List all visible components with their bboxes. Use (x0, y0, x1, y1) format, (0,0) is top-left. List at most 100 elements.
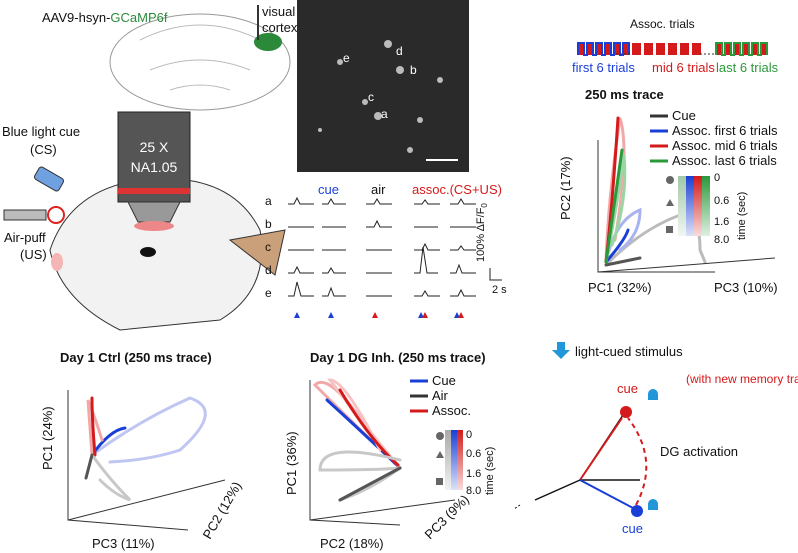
window (134, 221, 174, 231)
legend-lines (410, 379, 428, 413)
rows: a b c d e (265, 194, 272, 300)
colorbar (436, 430, 463, 490)
mouse-ear (228, 229, 286, 276)
air-puff (47, 206, 65, 224)
scale-x: 2 s (492, 284, 507, 296)
trace-header: air (371, 182, 386, 197)
axes (597, 140, 776, 273)
setup-panel: 25 X NA1.05 AAV9-hsyn-GCaMP6f visual cor… (2, 4, 298, 331)
virus-label: AAV9-hsyn-GCaMP6f (42, 10, 168, 25)
air-tube (3, 209, 47, 221)
down-arrow (552, 342, 570, 359)
cue-new-vector (579, 417, 623, 481)
row-label: e (265, 286, 272, 300)
trace-scale (489, 268, 502, 281)
point (620, 406, 632, 418)
panel-title: 250 ms trace (585, 87, 664, 102)
cell-label: a (381, 107, 388, 121)
legend-lines (650, 114, 668, 163)
mouse-eye (140, 247, 156, 257)
trials-title: Assoc. trials (630, 17, 695, 31)
model-title: light-cued stimulus (575, 344, 683, 359)
objective (117, 111, 191, 203)
trace-header: assoc.(CS+US) (412, 182, 502, 197)
axis-label: PC2 (17%) (558, 156, 573, 220)
ctrl-panel: Day 1 Ctrl (250 ms trace) PC1 (24%) PC3 … (40, 350, 244, 551)
panel-title: Day 1 Ctrl (250 ms trace) (60, 350, 212, 365)
panel-title: Day 1 DG Inh. (250 ms trace) (310, 350, 486, 365)
axis-label: PC1 (36%) (284, 431, 299, 495)
cell-label: d (396, 44, 403, 58)
trial-bars (577, 42, 768, 56)
time-tick: 8.0 (714, 234, 729, 246)
legend-entry: Assoc. (432, 403, 471, 418)
legend-entry: Cue (432, 373, 456, 388)
model-panel: light-cued stimulus cue (with new memory… (513, 342, 798, 536)
axis-label: PC3 (9%) (422, 492, 472, 542)
stim-markers (294, 312, 464, 318)
objective-mag: 25 X (140, 139, 169, 155)
brain-outline (109, 13, 291, 111)
legend-entry: Cue (672, 108, 696, 123)
axes (309, 380, 456, 526)
trajectories (84, 396, 207, 502)
cell-label: b (410, 63, 417, 77)
axis-label: PC3 (11%) (92, 536, 155, 551)
cue-label: cue (617, 381, 638, 396)
time-tick: 8.0 (466, 485, 481, 497)
dg-arrow (627, 417, 648, 506)
axis-label: PC1 (24%) (40, 406, 55, 470)
row-label: b (265, 217, 272, 231)
objective-tip (127, 201, 181, 223)
scale-y: 100% ΔF/F0 (475, 203, 489, 262)
objective-ring (118, 188, 190, 194)
group-label: first 6 trials (572, 60, 635, 75)
us-label: (US) (20, 247, 47, 262)
axis-dots (513, 504, 521, 510)
scale-y-text: 100% ΔF/F (475, 207, 487, 262)
axes (67, 390, 226, 531)
legend-entry: Assoc. mid 6 trials (672, 138, 778, 153)
scale-y-sub: 0 (480, 203, 489, 208)
us-label: Air-puff (4, 230, 46, 245)
row-label: a (265, 194, 272, 208)
note: (with new memory traces) (686, 372, 798, 386)
axis-label: PC3 (10%) (714, 280, 778, 295)
arrow-label: DG activation (660, 444, 738, 459)
trace-header: cue (318, 182, 339, 197)
group-label: mid 6 trials (652, 60, 715, 75)
time-tick: 0 (466, 429, 472, 441)
region-label: visual (262, 4, 295, 19)
virus-name: GCaMP6f (110, 10, 167, 25)
imaging-panel: e d b c a cue air assoc.(CS+US) a b c d … (265, 0, 507, 318)
group-label: last 6 trials (716, 60, 779, 75)
cue-vector (579, 479, 634, 509)
legend-entry: Assoc. first 6 trials (672, 123, 778, 138)
time-label: time (sec) (484, 447, 496, 495)
axes (534, 411, 640, 501)
row-label: c (265, 240, 271, 254)
row-label: d (265, 263, 272, 277)
legend-entry: Assoc. last 6 trials (672, 153, 777, 168)
time-tick: 1.6 (466, 468, 481, 480)
region-label: cortex (262, 20, 298, 35)
objective-na: NA1.05 (131, 159, 178, 175)
time-tick: 0.6 (714, 195, 729, 207)
brain-detail (139, 24, 261, 91)
fov-image (297, 0, 469, 172)
cells (318, 40, 443, 153)
cell-label: c (368, 90, 374, 104)
time-tick: 1.6 (714, 216, 729, 228)
trajectories (312, 378, 402, 502)
cell-label: e (343, 51, 350, 65)
axis-label: PC1 (32%) (588, 280, 652, 295)
time-tick: 0.6 (466, 448, 481, 460)
virus-prefix: AAV9-hsyn- (42, 10, 110, 25)
colorbar (666, 176, 710, 236)
session-panel: Assoc. trials first 6 trials mid 6 trial… (558, 17, 779, 295)
bulb-icon (648, 389, 658, 510)
cs-label: (CS) (30, 142, 57, 157)
time-tick: 0 (714, 172, 720, 184)
cortex-spot (254, 33, 282, 51)
